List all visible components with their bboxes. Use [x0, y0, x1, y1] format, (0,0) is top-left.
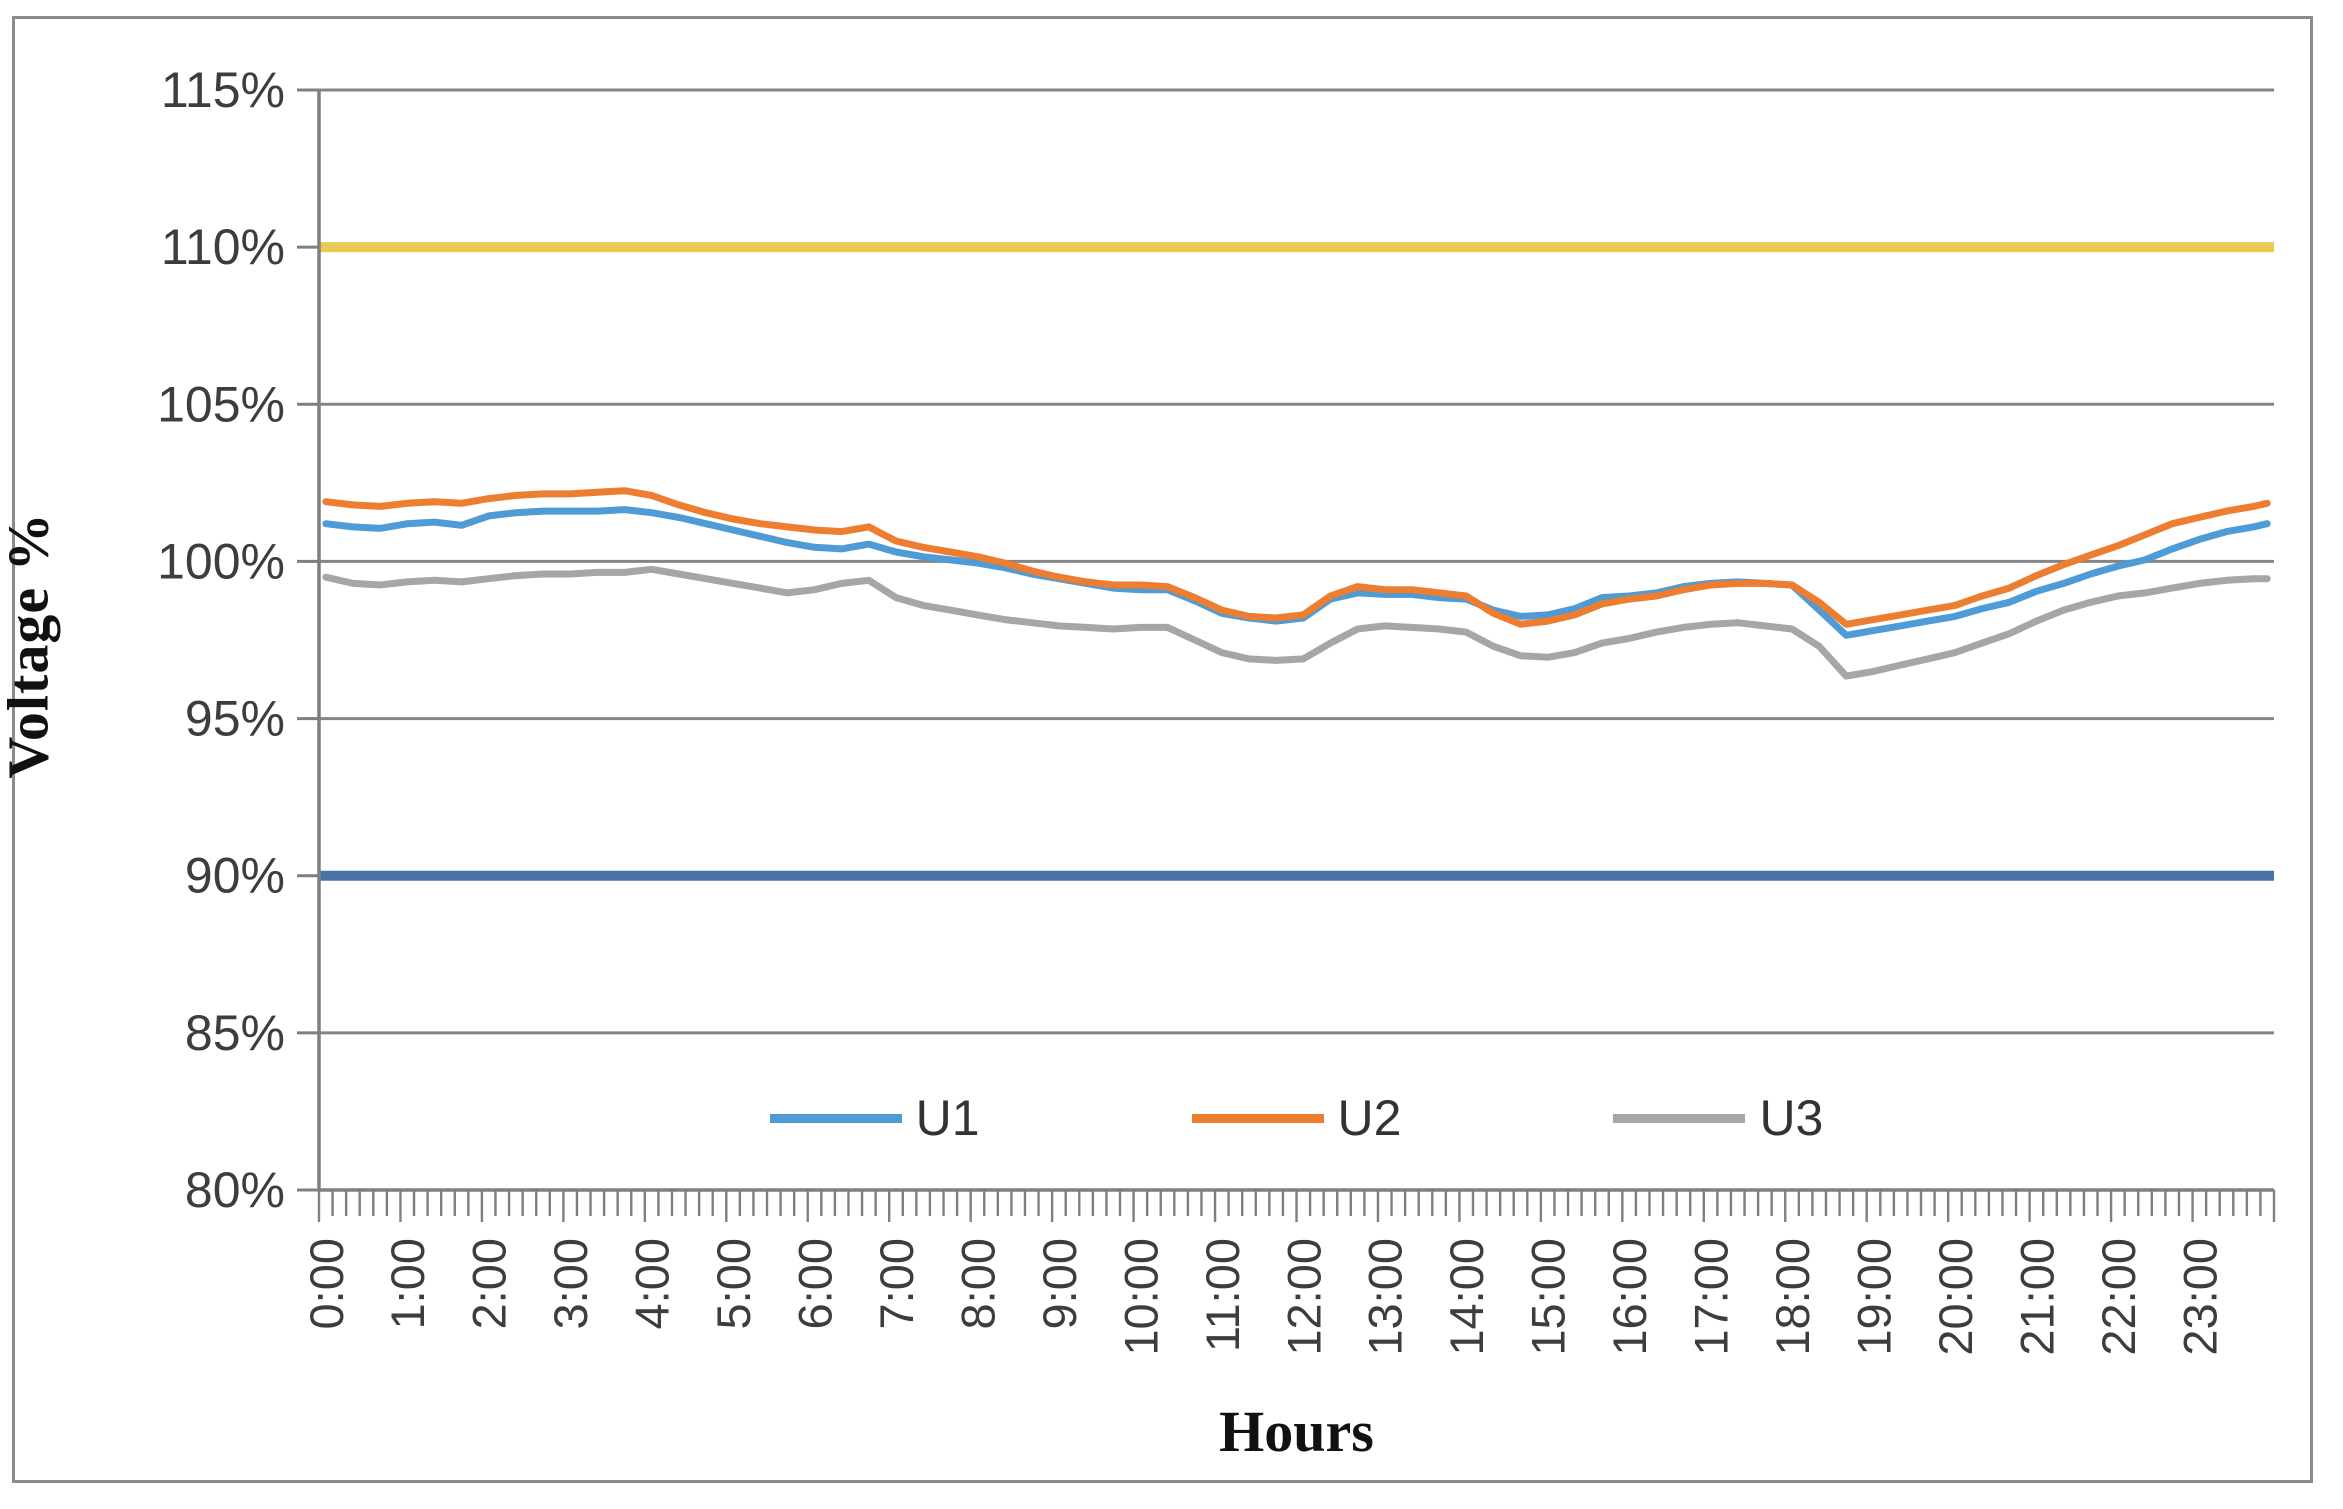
axis-ticks	[297, 88, 2276, 1222]
y-tick-label: 80%	[185, 1162, 285, 1218]
x-tick-label: 23:00	[2173, 1238, 2226, 1356]
x-tick-label: 18:00	[1766, 1238, 1819, 1356]
series-lines	[322, 487, 2271, 680]
gridlines	[319, 88, 2274, 1035]
x-tick-label: 4:00	[626, 1238, 679, 1329]
x-tick-label: 17:00	[1685, 1238, 1738, 1356]
x-tick-label: 0:00	[300, 1238, 353, 1329]
legend-item-u3: U3	[1613, 1093, 1823, 1143]
x-tick-label: 13:00	[1359, 1238, 1412, 1356]
voltage-limit-lines	[319, 242, 2274, 881]
x-tick-label: 7:00	[870, 1238, 923, 1329]
legend-item-u2: U2	[1191, 1090, 1402, 1146]
x-tick-label: 20:00	[1929, 1238, 1982, 1356]
y-axis-title: Voltage %	[0, 512, 61, 779]
x-tick-label: 9:00	[1033, 1238, 1086, 1329]
y-tick-label: 105%	[157, 376, 285, 432]
u3-line-swatch	[1613, 1113, 1746, 1123]
x-tick-label: 8:00	[951, 1238, 1004, 1329]
y-tick-label: 85%	[185, 1005, 285, 1061]
x-tick-label: 2:00	[463, 1238, 516, 1329]
x-tick-labels: 0:00 1:00 2:00 3:00 4:00 5:00 6:00 7:00 8:00 9:00…	[300, 1238, 2227, 1356]
y-tick-label: 90%	[185, 848, 285, 904]
y-tick-labels: 80% 85% 90% 95% 100% 105% 110% 115%	[157, 62, 285, 1218]
series-line-U3	[322, 565, 2271, 680]
x-tick-label: 21:00	[2010, 1238, 2063, 1356]
x-tick-label: 11:00	[1196, 1238, 1249, 1352]
legend-label-u2: U2	[1337, 1090, 1402, 1146]
legend-label-u1: U1	[915, 1090, 980, 1146]
x-tick-label: 22:00	[2092, 1238, 2145, 1356]
y-tick-label: 110%	[161, 219, 285, 275]
x-tick-label: 10:00	[1114, 1238, 1167, 1356]
legend: U1 U2 U3	[319, 1088, 2274, 1148]
legend-item-u1: U1	[769, 1090, 980, 1146]
u2-line-swatch	[1191, 1113, 1324, 1123]
series-line-U2	[322, 487, 2271, 628]
chart-frame	[12, 16, 2313, 1483]
y-tick-label: 100%	[157, 533, 285, 589]
x-axis-title: Hours	[1219, 1399, 1374, 1464]
x-tick-label: 12:00	[1277, 1238, 1330, 1356]
x-tick-label: 5:00	[707, 1238, 760, 1329]
x-tick-label: 3:00	[544, 1238, 597, 1329]
x-tick-label: 1:00	[381, 1238, 434, 1329]
legend-label-u3: U3	[1759, 1090, 1824, 1146]
y-tick-label: 95%	[185, 691, 285, 747]
y-tick-label: 115%	[161, 62, 285, 118]
x-tick-label: 19:00	[1847, 1238, 1900, 1356]
x-tick-label: 6:00	[789, 1238, 842, 1329]
x-tick-label: 14:00	[1440, 1238, 1493, 1356]
u1-line-swatch	[769, 1113, 902, 1123]
x-tick-label: 16:00	[1603, 1238, 1656, 1356]
x-tick-label: 15:00	[1522, 1238, 1575, 1356]
